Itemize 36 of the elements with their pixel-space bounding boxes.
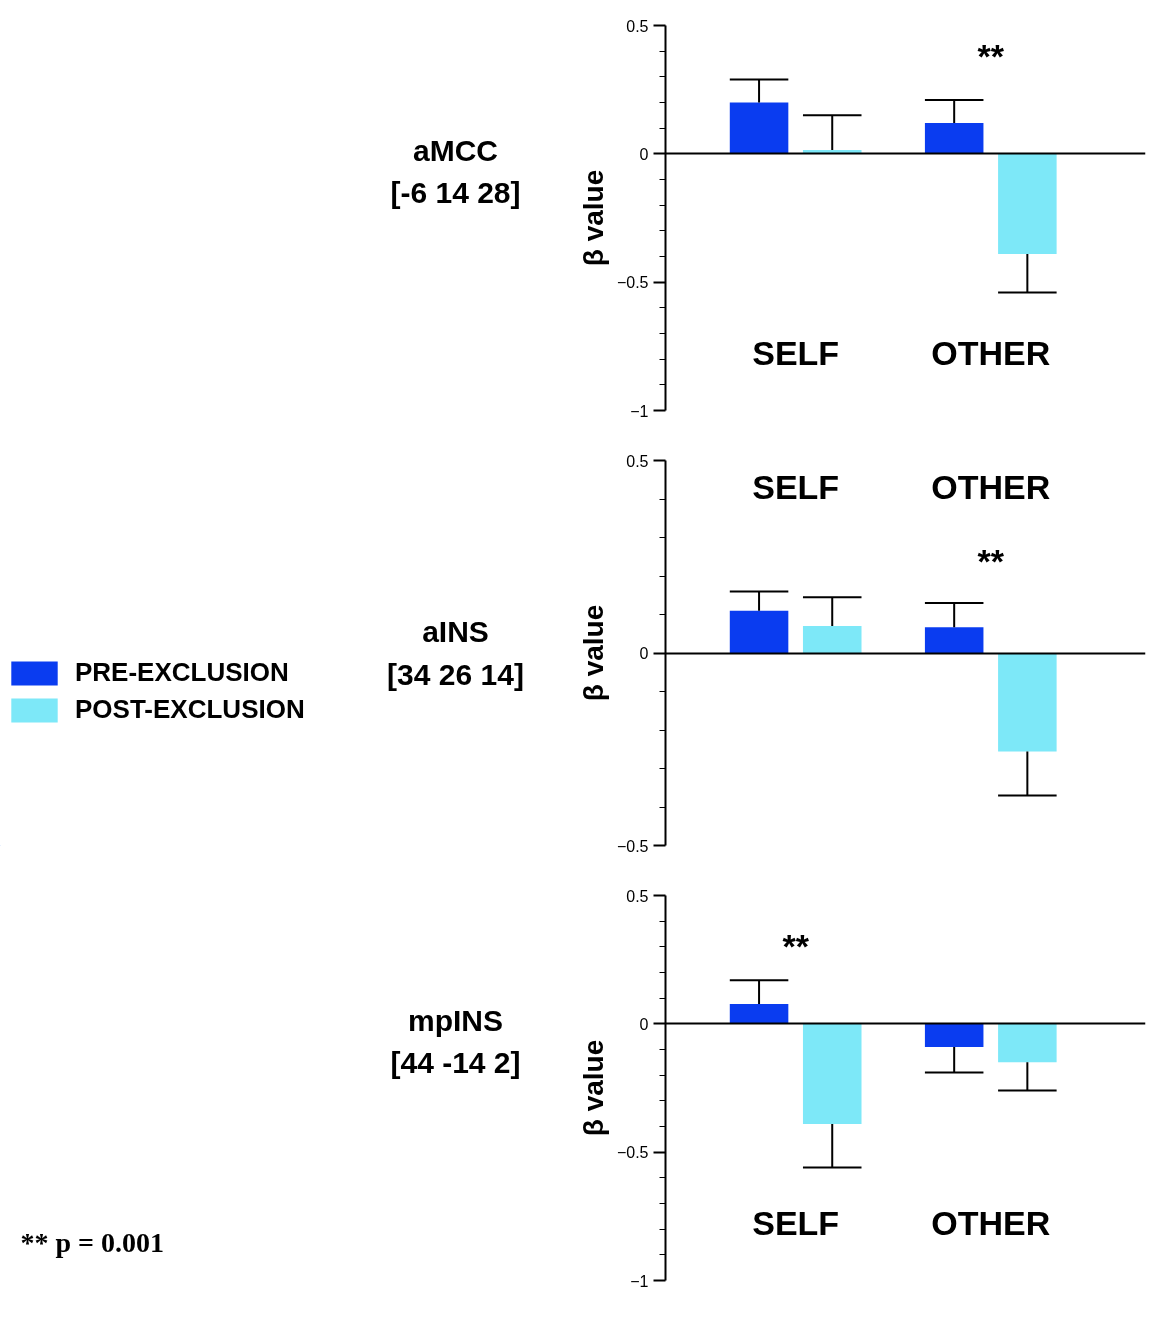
y-axis-title: β value [577,169,609,267]
annotation: ** [977,37,1005,76]
text: mpINS [44 -14 2] [390,1004,521,1080]
bar [729,102,789,154]
text: aINS [34 26 14] [387,615,524,691]
x-tick-label: SELF [752,333,840,372]
text: aMCC [-6 14 28] [390,134,521,210]
y-tick-label: 0.5 [626,887,649,905]
bar [802,626,862,653]
bar [924,123,984,154]
y-tick-label: −1 [630,1272,649,1290]
x-tick-label: SELF [752,1203,840,1242]
y-tick-label: −0.5 [616,1144,649,1162]
y-axis-title: β value [577,1039,609,1137]
x-tick-label: SELF [752,468,840,507]
bar [924,627,984,653]
annotation: ** [977,541,1005,580]
legend-label: PRE-EXCLUSION [75,657,289,688]
y-tick-label: 0 [639,1015,649,1033]
legend-label: POST-EXCLUSION [75,694,305,725]
bar [729,610,789,653]
y-tick-label: −0.5 [616,837,649,855]
y-tick-label: −1 [630,402,649,420]
y-tick-label: 0.5 [626,17,649,35]
y-tick-label: 0 [639,645,649,662]
y-tick-label: 0 [639,145,649,163]
text: ** p = 0.001 [20,1226,165,1258]
x-tick-label: OTHER [931,333,1051,372]
x-tick-label: OTHER [931,1203,1051,1242]
y-axis-title: β value [577,604,609,702]
y-tick-label: 0.5 [626,452,649,470]
y-tick-label: −0.5 [616,274,649,292]
x-tick-label: OTHER [931,468,1051,507]
annotation: ** [782,926,810,965]
bar [998,653,1057,752]
bar [998,153,1057,254]
